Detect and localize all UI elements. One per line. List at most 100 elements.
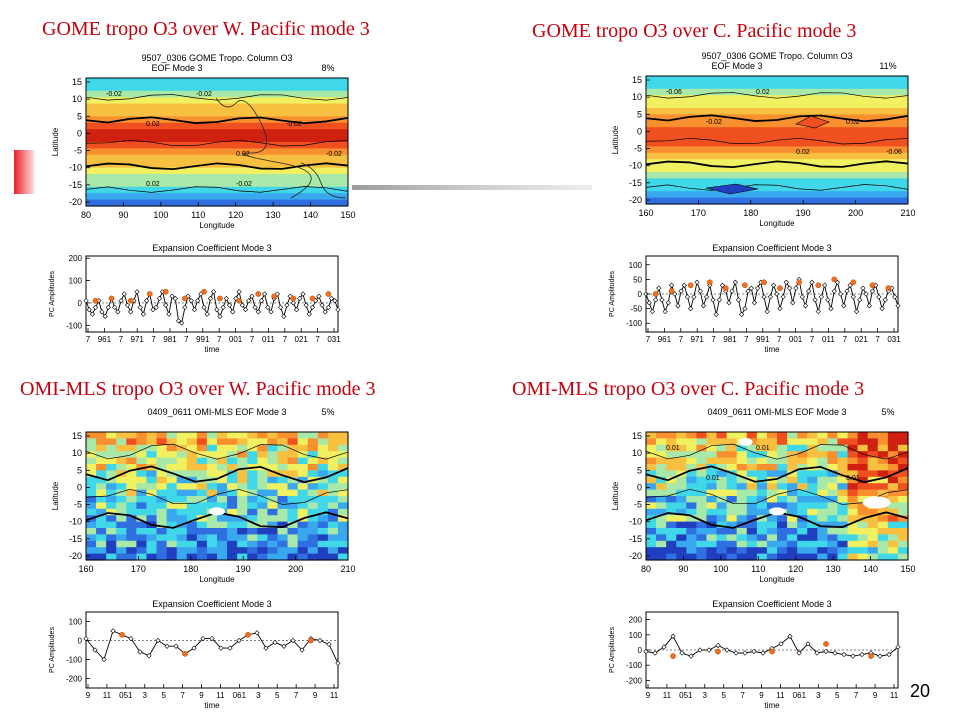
y-tick-label: -200 [66, 675, 83, 684]
field-band [86, 199, 348, 207]
data-point [265, 304, 271, 311]
y-tick-label: -20 [69, 197, 82, 207]
field-cell [106, 444, 117, 452]
highlighted-point [706, 279, 713, 286]
field-cell [186, 534, 198, 542]
x-tick-label: 11 [663, 691, 672, 700]
highlighted-point [777, 285, 783, 292]
field-cell [96, 438, 107, 446]
field-cell [666, 534, 677, 542]
field-cell [726, 438, 738, 446]
anomaly-patch [795, 115, 830, 129]
field-cell [716, 438, 728, 446]
field-cell [716, 489, 728, 497]
data-point [217, 313, 223, 319]
field-cell [86, 444, 97, 452]
x-tick-label: 5 [721, 691, 726, 700]
y-tick-label: -10 [69, 517, 82, 527]
data-point [879, 305, 885, 312]
field-cell [837, 457, 849, 465]
field-cell [787, 547, 798, 555]
field-cell [716, 553, 728, 561]
field-cell [206, 470, 218, 478]
field-cell [237, 508, 248, 516]
field-cell [136, 534, 148, 542]
field-cell [206, 534, 218, 542]
field-cell [186, 438, 198, 446]
field-cell [247, 508, 258, 516]
field-cell [666, 476, 677, 484]
field-cell [297, 534, 309, 542]
x-tick-label: 061 [233, 691, 247, 700]
field-cell [827, 502, 839, 510]
field-cell [877, 547, 889, 555]
field-cell [237, 451, 248, 459]
data-point [105, 304, 111, 311]
field-cell [777, 470, 788, 478]
field-cell [807, 534, 818, 542]
ts-title: Expansion Coefficient Mode 3 [712, 243, 831, 253]
field-cell [847, 553, 859, 561]
data-point [281, 313, 287, 319]
data-point [802, 303, 809, 309]
field-band [646, 146, 908, 154]
field-cell [317, 464, 329, 471]
field-cell [847, 534, 859, 542]
y-tick-label: 100 [69, 277, 83, 286]
field-cell [227, 438, 238, 446]
field-cell [257, 438, 268, 446]
x-tick-label: 7 [777, 335, 782, 344]
field-cell [766, 457, 778, 465]
field-cell [837, 489, 849, 497]
field-cell [686, 540, 697, 548]
field-cell [847, 451, 859, 459]
field-cell [827, 476, 839, 484]
field-cell [847, 432, 859, 439]
field-cell [656, 534, 667, 542]
field-cell [126, 547, 137, 555]
y-tick-label: -200 [626, 676, 643, 685]
field-cell [287, 457, 299, 465]
highlighted-point [722, 285, 729, 292]
field-cell [106, 483, 117, 491]
map-subheading: EOF Mode 3 [151, 63, 202, 73]
field-cell [166, 515, 178, 523]
field-cell [106, 496, 117, 503]
field-cell [287, 553, 299, 561]
field-cell [777, 496, 788, 503]
field-cell [217, 502, 228, 510]
data-point [767, 294, 774, 300]
x-tick-label: 031 [327, 335, 341, 344]
y-tick-label: 10 [632, 448, 642, 458]
field-cell [297, 528, 309, 535]
x-tick-label: 991 [196, 335, 210, 344]
data-point [236, 637, 242, 644]
field-cell [136, 528, 148, 535]
field-cell [666, 553, 677, 561]
contour-label: 0.02 [796, 149, 810, 156]
field-cell [206, 432, 218, 439]
field-cell [706, 438, 718, 446]
field-cell [86, 528, 97, 535]
field-cell [257, 489, 268, 497]
field-cell [897, 540, 909, 548]
anomaly-patch [705, 183, 759, 195]
field-cell [766, 470, 778, 478]
x-axis-label: Longitude [199, 221, 235, 230]
map-subheading: EOF Mode 3 [711, 61, 762, 71]
data-point [239, 302, 245, 308]
field-cell [787, 508, 798, 516]
x-tick-label: 180 [743, 208, 758, 218]
data-point [745, 288, 751, 294]
field-cell [897, 502, 909, 510]
field-cell [837, 502, 849, 510]
field-cell [756, 457, 768, 465]
x-tick-label: 130 [266, 210, 281, 220]
field-cell [726, 547, 738, 555]
eof-map-omi-central-pacific: 0409_0611 OMI-MLS EOF Mode 3 5% 0.01 0.01 0.… [611, 407, 916, 584]
field-cell [267, 534, 279, 542]
field-cell [656, 464, 667, 471]
field-cell [646, 521, 657, 529]
data-point [128, 635, 134, 642]
data-point [163, 302, 169, 308]
